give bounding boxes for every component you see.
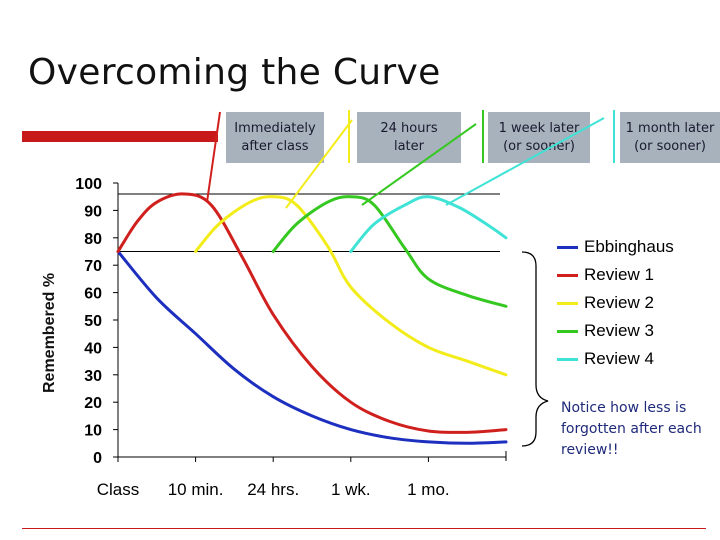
y-tick-label-0: 0: [93, 450, 102, 467]
series-line-review-3: [271, 195, 508, 308]
legend-label-ebbinghaus: Ebbinghaus: [584, 237, 674, 256]
connector-review-2: [285, 119, 353, 209]
callout-24-hours: 24 hours later: [357, 112, 461, 163]
legend-label-review-2: Review 2: [584, 293, 654, 312]
connector-review-4: [445, 117, 605, 206]
series-line-ebbinghaus: [116, 250, 508, 445]
legend-label-review-1: Review 1: [584, 265, 654, 284]
series-lines: [116, 192, 508, 445]
x-tick-label-4: 1 mo.: [407, 480, 450, 499]
x-tick-label-2: 24 hrs.: [247, 480, 299, 499]
tick-labels: 0 10 20 30 40 50 60 70 80 90 100 Class 10 min. 24 hrs…: [75, 176, 449, 499]
y-tick-label-90: 90: [84, 203, 102, 220]
callout-connectors: [206, 110, 615, 209]
series-line-review-2: [194, 195, 508, 377]
y-tick-label-10: 10: [84, 423, 102, 440]
connector-review-1: [206, 111, 221, 203]
legend-label-review-4: Review 4: [584, 349, 654, 368]
y-tick-label-30: 30: [84, 368, 102, 385]
legend-item-review-4: Review 4: [557, 345, 674, 373]
legend: Ebbinghaus Review 1 Review 2 Review 3 Re…: [557, 233, 674, 373]
y-axis-label: Remembered %: [41, 272, 58, 393]
y-tick-label-80: 80: [84, 231, 102, 248]
footer-divider: [22, 528, 706, 529]
x-tick-label-0: Class: [97, 480, 140, 499]
legend-item-review-2: Review 2: [557, 289, 674, 317]
y-tick-label-20: 20: [84, 395, 102, 412]
review-note: Notice how less is forgotten after each …: [561, 400, 702, 458]
chart-axes: [113, 182, 507, 462]
x-tick-label-1: 10 min.: [168, 480, 224, 499]
legend-swatch-review-2: [557, 301, 578, 305]
y-tick-label-60: 60: [84, 286, 102, 303]
legend-item-review-3: Review 3: [557, 317, 674, 345]
legend-swatch-review-4: [557, 357, 578, 361]
y-tick-label-40: 40: [84, 340, 102, 357]
connector-review-3: [361, 123, 477, 206]
legend-item-review-1: Review 1: [557, 261, 674, 289]
y-tick-label-70: 70: [84, 258, 102, 275]
y-tick-label-100: 100: [75, 176, 102, 193]
reference-lines: [118, 193, 500, 252]
legend-item-ebbinghaus: Ebbinghaus: [557, 233, 674, 261]
slide-title: Overcoming the Curve: [28, 52, 441, 93]
legend-swatch-review-3: [557, 329, 578, 333]
x-tick-label-3: 1 wk.: [331, 480, 371, 499]
callout-1-month: 1 month later (or sooner): [620, 112, 720, 163]
legend-swatch-review-1: [557, 273, 578, 277]
legend-swatch-ebbinghaus: [557, 245, 578, 249]
series-line-review-4: [349, 195, 508, 253]
callout-immediately: Immediately after class: [226, 112, 324, 163]
legend-label-review-3: Review 3: [584, 321, 654, 340]
series-line-review-1: [116, 192, 508, 434]
y-tick-label-50: 50: [84, 313, 102, 330]
title-accent-bar: [22, 131, 218, 142]
